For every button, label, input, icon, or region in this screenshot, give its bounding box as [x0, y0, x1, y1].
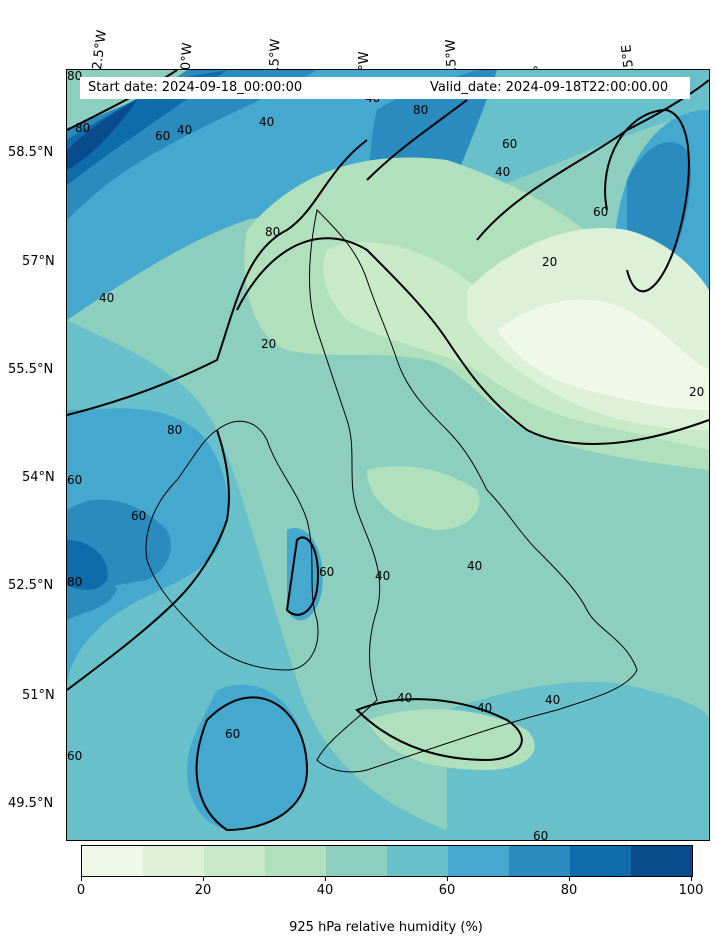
colorbar-segment [387, 846, 448, 876]
humidity-colorbar [81, 845, 693, 877]
contour-label-60-d: 60 [67, 473, 82, 487]
colorbar-tick-label: 100 [678, 883, 704, 898]
contour-label-80-b: 80 [413, 103, 428, 117]
contour-label-40-h: 40 [467, 559, 482, 573]
colorbar-tick [203, 876, 204, 881]
contour-label-40-e: 40 [495, 165, 510, 179]
colorbar-tick-label: 40 [316, 883, 334, 898]
contour-label-20-a: 20 [542, 255, 557, 269]
start-date-label: Start date: 2024-09-18_00:00:00 [88, 80, 303, 95]
contour-label-40-f: 40 [99, 291, 114, 305]
colorbar-tick [325, 876, 326, 881]
lat-label-57n: 57°N [22, 254, 55, 269]
contour-label-40-k: 40 [545, 693, 560, 707]
colorbar-segment [570, 846, 631, 876]
contour-label-80-e: 80 [67, 575, 82, 589]
lat-label-49-5n: 49.5°N [8, 796, 54, 811]
contour-label-80-a: 80 [75, 121, 90, 135]
colorbar-tick [691, 876, 692, 881]
contour-label-80-d: 80 [167, 423, 182, 437]
contour-label-40-g: 40 [375, 569, 390, 583]
lat-label-58-5n: 58.5°N [8, 145, 54, 160]
contour-label-40-j: 40 [477, 701, 492, 715]
map-canvas: 80 80 60 40 40 40 80 60 40 60 20 80 40 2… [67, 70, 709, 840]
contour-label-60-g: 60 [225, 727, 240, 741]
colorbar-segment [326, 846, 387, 876]
colorbar-tick-label: 0 [76, 883, 86, 898]
colorbar-tick [81, 876, 82, 881]
colorbar-tick-label: 80 [560, 883, 578, 898]
humidity-map[interactable]: 80 80 60 40 40 40 80 60 40 60 20 80 40 2… [66, 69, 710, 841]
contour-label-80-c: 80 [265, 225, 280, 239]
contour-label-40-c: 40 [259, 115, 274, 129]
contour-label-60-e: 60 [131, 509, 146, 523]
contour-label-60-h: 60 [67, 749, 82, 763]
contour-label-60-i: 60 [533, 829, 548, 840]
colorbar-segment [631, 846, 692, 876]
contour-label-60-b: 60 [502, 137, 517, 151]
contour-label-40-i: 40 [397, 691, 412, 705]
contour-label-60-a: 60 [155, 129, 170, 143]
lat-label-54n: 54°N [22, 470, 55, 485]
colorbar-segment [204, 846, 265, 876]
contour-label-20-b: 20 [261, 337, 276, 351]
lat-label-55-5n: 55.5°N [8, 362, 54, 377]
colorbar-tick [569, 876, 570, 881]
contour-label-40-b: 40 [177, 123, 192, 137]
colorbar-segment [143, 846, 204, 876]
colorbar-segment [448, 846, 509, 876]
colorbar-tick-label: 60 [438, 883, 456, 898]
contour-label-60-c: 60 [593, 205, 608, 219]
colorbar-tick [447, 876, 448, 881]
date-info-box: Start date: 2024-09-18_00:00:00 Valid_da… [80, 77, 690, 99]
colorbar-segment [82, 846, 143, 876]
lat-label-51n: 51°N [22, 688, 55, 703]
colorbar-segment [265, 846, 326, 876]
lat-label-52-5n: 52.5°N [8, 578, 54, 593]
colorbar-segment [509, 846, 570, 876]
valid-date-label: Valid_date: 2024-09-18T22:00:00.00 [430, 80, 669, 95]
colorbar-tick-label: 20 [194, 883, 212, 898]
colorbar-title: 925 hPa relative humidity (%) [289, 920, 483, 935]
contour-label-80-top: 80 [67, 70, 82, 83]
contour-label-20-c: 20 [689, 385, 704, 399]
contour-label-60-f: 60 [319, 565, 334, 579]
